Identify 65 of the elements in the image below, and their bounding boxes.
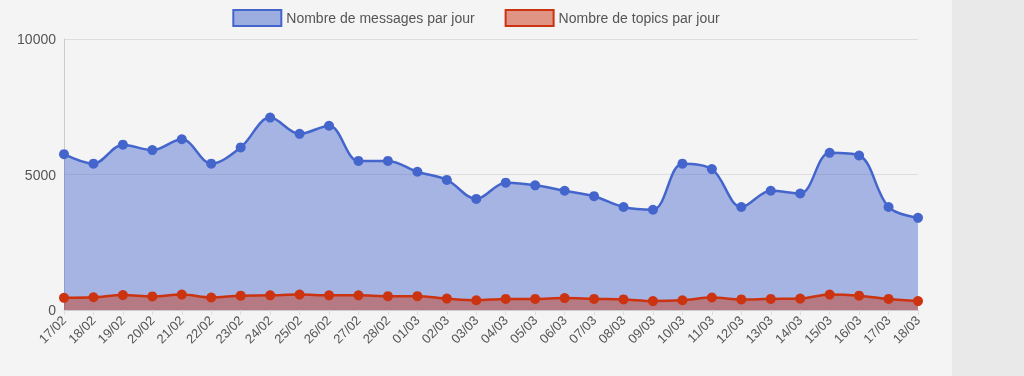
point [206, 158, 217, 169]
point [471, 193, 482, 204]
point [765, 185, 776, 196]
y-tick-label: 10000 [17, 31, 57, 47]
point [589, 293, 600, 304]
point [382, 155, 393, 166]
point [441, 293, 452, 304]
point [117, 290, 128, 301]
point [824, 147, 835, 158]
point [647, 296, 658, 307]
point [294, 128, 305, 139]
point [824, 289, 835, 300]
point [441, 174, 452, 185]
point [736, 294, 747, 305]
point [324, 120, 335, 131]
point [589, 191, 600, 202]
point [618, 202, 629, 213]
point [176, 134, 187, 145]
point [353, 155, 364, 166]
point [412, 166, 423, 177]
point [736, 202, 747, 213]
point [854, 150, 865, 161]
point [706, 164, 717, 175]
y-tick-label: 5000 [24, 166, 57, 183]
point [500, 177, 511, 188]
point [88, 292, 99, 303]
point [294, 289, 305, 300]
point [913, 212, 923, 223]
point [147, 291, 158, 302]
point [59, 149, 69, 160]
point [265, 112, 276, 123]
point [235, 142, 246, 153]
point [559, 185, 570, 196]
point [147, 145, 158, 156]
point [206, 292, 217, 303]
y-tick-label: 0 [48, 302, 57, 318]
point [706, 292, 717, 303]
point [854, 290, 865, 301]
point [412, 291, 423, 302]
point [530, 180, 541, 191]
point [795, 188, 806, 199]
point [677, 295, 688, 306]
point [883, 293, 894, 304]
point [176, 289, 187, 300]
point [795, 293, 806, 304]
point [647, 204, 658, 215]
point [530, 293, 541, 304]
point [618, 294, 629, 305]
point [88, 158, 99, 169]
legend-label: Nombre de messages par jour [286, 10, 475, 26]
point [559, 293, 570, 304]
point [324, 290, 335, 301]
legend-label: Nombre de topics par jour [558, 10, 721, 26]
point [382, 291, 393, 302]
point [59, 292, 69, 303]
point [471, 295, 482, 306]
point [913, 296, 923, 307]
point [265, 290, 276, 301]
point [117, 139, 128, 150]
point [235, 290, 246, 301]
point [500, 293, 511, 304]
point [677, 158, 688, 169]
point [765, 293, 776, 304]
point [353, 290, 364, 301]
point [883, 202, 894, 213]
